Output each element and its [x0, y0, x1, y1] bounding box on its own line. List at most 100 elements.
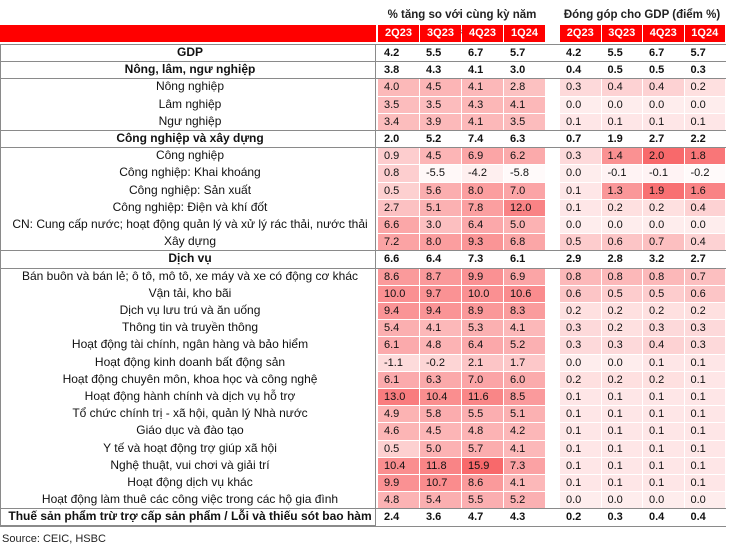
value-cell: 0.0: [684, 96, 725, 113]
value-cell: 0.2: [684, 79, 725, 96]
value-cell: 6.9: [504, 268, 545, 285]
value-cell: 2.0: [378, 131, 419, 148]
quarter-header: 1Q24: [504, 25, 545, 42]
row-rule: [0, 147, 726, 149]
value-cell: 6.6: [378, 217, 419, 234]
value-cell: 0.5: [601, 285, 642, 302]
row-label: Hoạt động kinh doanh bất động sản: [94, 354, 286, 369]
value-cell: 0.4: [643, 337, 684, 354]
row-label: Hoạt động hành chính và dịch vụ hỗ trợ: [84, 389, 296, 403]
row-label: GDP: [176, 45, 203, 59]
value-cell: 8.6: [462, 475, 503, 492]
value-cell: 8.9: [462, 303, 503, 320]
value-cell: 7.3: [462, 251, 503, 268]
value-cell: 5.0: [420, 440, 461, 457]
row-rule: [0, 61, 726, 63]
value-cell: 0.2: [643, 199, 684, 216]
value-cell: 0.0: [560, 217, 601, 234]
value-cell: 5.7: [504, 45, 545, 62]
value-cell: 0.1: [684, 457, 725, 474]
value-cell: 8.6: [378, 268, 419, 285]
value-cell: 0.2: [560, 303, 601, 320]
row-label: Tổ chức chính trị - xã hội, quản lý Nhà …: [72, 406, 308, 421]
value-cell: 3.0: [504, 62, 545, 79]
value-cell: 0.1: [643, 423, 684, 440]
value-cell: 0.1: [560, 475, 601, 492]
value-cell: 0.8: [601, 268, 642, 285]
value-cell: 5.5: [462, 492, 503, 509]
value-cell: 3.5: [504, 113, 545, 130]
value-cell: 0.3: [684, 320, 725, 337]
value-cell: -1.1: [378, 354, 419, 371]
value-cell: 0.3: [684, 62, 725, 79]
value-cell: 3.5: [420, 96, 461, 113]
value-cell: 0.5: [643, 62, 684, 79]
row-label: Công nghiệp: Khai khoáng: [119, 165, 261, 180]
value-cell: 5.6: [420, 182, 461, 199]
value-cell: 0.0: [684, 217, 725, 234]
value-cell: 3.8: [378, 62, 419, 79]
quarter-header: 4Q23: [462, 25, 503, 42]
value-cell: -5.8: [504, 165, 545, 182]
value-cell: 4.2: [378, 45, 419, 62]
value-cell: 0.0: [643, 96, 684, 113]
value-cell: 6.4: [462, 217, 503, 234]
value-cell: 0.2: [601, 199, 642, 216]
row-rule: [0, 525, 726, 527]
value-cell: 0.4: [601, 79, 642, 96]
value-cell: 0.7: [643, 234, 684, 251]
value-cell: 0.1: [560, 423, 601, 440]
value-cell: 4.5: [420, 148, 461, 165]
value-cell: 7.0: [504, 182, 545, 199]
value-cell: 0.4: [684, 509, 725, 526]
row-label: Lâm nghiệp: [158, 96, 222, 111]
value-cell: 8.0: [420, 234, 461, 251]
value-cell: 6.6: [378, 251, 419, 268]
quarter-header: 4Q23: [643, 25, 684, 42]
value-cell: 5.2: [420, 131, 461, 148]
value-cell: 0.4: [643, 509, 684, 526]
value-cell: 1.9: [643, 182, 684, 199]
row-label: Y tế và hoạt động trợ giúp xã hội: [103, 440, 277, 455]
value-cell: 4.8: [378, 492, 419, 509]
growth-header: % tăng so với cùng kỳ năm trước: [387, 9, 537, 39]
value-cell: 7.3: [504, 457, 545, 474]
value-cell: 2.4: [378, 509, 419, 526]
value-cell: -0.2: [420, 354, 461, 371]
value-cell: 0.1: [601, 423, 642, 440]
quarter-header: 3Q23: [420, 25, 461, 42]
value-cell: 0.1: [560, 440, 601, 457]
value-cell: 0.3: [560, 337, 601, 354]
value-cell: 5.1: [504, 406, 545, 423]
value-cell: 4.1: [504, 475, 545, 492]
value-cell: -0.1: [643, 165, 684, 182]
value-cell: 2.2: [684, 131, 725, 148]
value-cell: 4.1: [462, 62, 503, 79]
value-cell: 0.1: [684, 113, 725, 130]
value-cell: -5.5: [420, 165, 461, 182]
value-cell: 6.1: [378, 371, 419, 388]
value-cell: 0.1: [643, 113, 684, 130]
value-cell: 0.6: [684, 285, 725, 302]
value-cell: 0.2: [601, 303, 642, 320]
value-cell: 0.3: [560, 320, 601, 337]
value-cell: 4.1: [462, 79, 503, 96]
row-label: Ngư nghiệp: [158, 113, 222, 128]
value-cell: 0.0: [560, 492, 601, 509]
value-cell: 5.5: [601, 45, 642, 62]
value-cell: 0.8: [643, 268, 684, 285]
value-cell: 6.2: [504, 148, 545, 165]
value-cell: 5.2: [504, 492, 545, 509]
value-cell: 0.5: [643, 285, 684, 302]
row-rule: [0, 130, 726, 131]
quarter-header: 1Q24: [684, 25, 725, 42]
value-cell: 11.8: [420, 457, 461, 474]
value-cell: 4.9: [378, 406, 419, 423]
value-cell: -0.1: [601, 165, 642, 182]
row-label: Nông nghiệp: [155, 79, 225, 94]
value-cell: 5.7: [462, 440, 503, 457]
value-cell: 0.1: [560, 406, 601, 423]
value-cell: 1.4: [601, 148, 642, 165]
value-cell: 0.0: [601, 354, 642, 371]
